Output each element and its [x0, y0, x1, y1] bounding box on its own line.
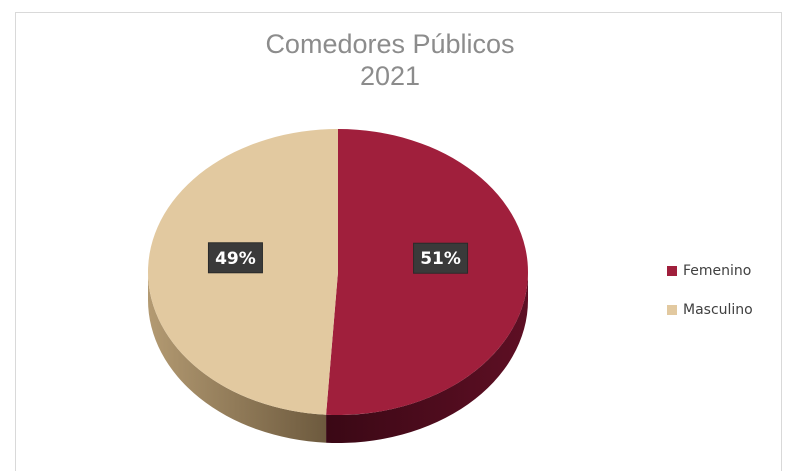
chart-subtitle-year: 2021: [359, 61, 421, 91]
legend-label-femenino: Femenino: [683, 263, 752, 279]
pie-side-femenino: [326, 272, 529, 443]
pie-data-labels: 51% 49%: [207, 242, 469, 274]
chart-frame: [15, 12, 782, 471]
data-label-box: [413, 242, 469, 274]
data-label-text: 51%: [420, 249, 461, 269]
legend-item-femenino: Femenino: [667, 261, 753, 281]
pie-side-masculino: [148, 272, 327, 443]
legend: Femenino Masculino: [667, 261, 753, 339]
data-label-box: [207, 242, 263, 274]
pie-slices: [147, 129, 528, 415]
data-label-femenino: 51%: [413, 242, 469, 274]
data-label-text: 49%: [215, 249, 256, 269]
legend-swatch-femenino: [667, 266, 677, 276]
legend-swatch-masculino: [667, 305, 677, 315]
legend-item-masculino: Masculino: [667, 300, 753, 320]
pie-3d-sides: [148, 272, 529, 443]
data-label-masculino: 49%: [207, 242, 263, 274]
legend-label-masculino: Masculino: [683, 302, 753, 318]
chart-title: Comedores Públicos: [265, 29, 515, 59]
